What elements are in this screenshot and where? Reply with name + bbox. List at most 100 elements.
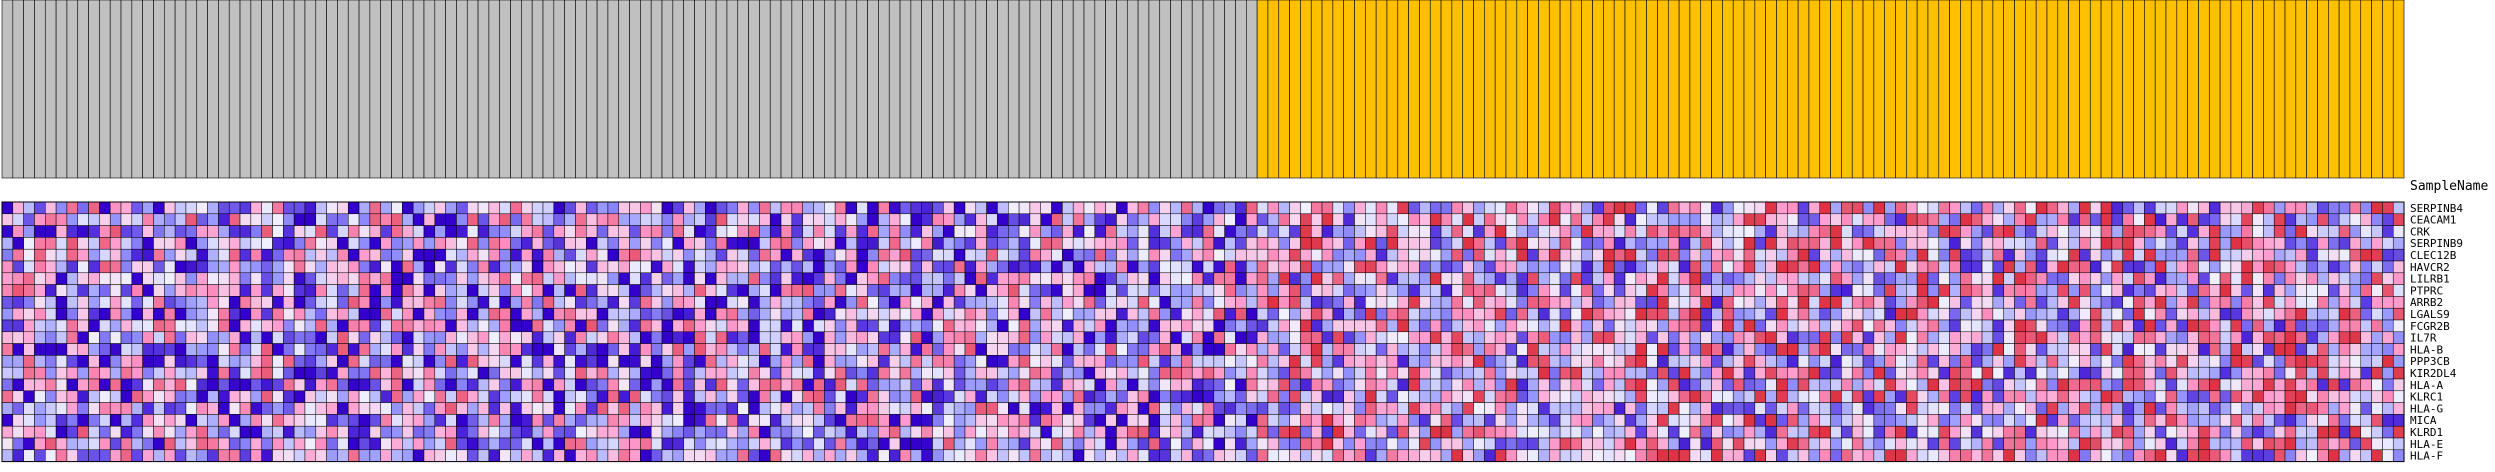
heatmap-cell	[109, 260, 122, 274]
heatmap-cell	[2328, 248, 2340, 262]
heatmap-cell	[1040, 402, 1052, 415]
heatmap-cell	[1386, 378, 1399, 392]
heatmap-cell	[456, 390, 468, 403]
heatmap-cell	[326, 331, 338, 344]
heatmap-cell	[293, 213, 306, 226]
heatmap-cell	[586, 366, 598, 380]
heatmap-cell	[55, 296, 68, 309]
heatmap-cell	[1981, 201, 1994, 215]
heatmap-cell	[1722, 237, 1734, 250]
heatmap-cell	[488, 414, 500, 427]
heatmap-cell	[596, 425, 609, 439]
heatmap-cell	[423, 248, 436, 262]
heatmap-cell	[499, 390, 511, 403]
heatmap-cell	[1386, 437, 1399, 451]
column-header-group_b	[1408, 0, 1420, 179]
heatmap-cell	[456, 355, 468, 368]
heatmap-cell	[1278, 390, 1290, 403]
heatmap-cell	[218, 284, 230, 297]
heatmap-cell	[986, 272, 998, 285]
heatmap-cell	[120, 319, 133, 333]
heatmap-cell	[2176, 402, 2188, 415]
column-header-group_a	[715, 0, 728, 179]
heatmap-cell	[1549, 425, 1561, 439]
column-header-group_b	[1895, 0, 1907, 179]
heatmap-cell	[164, 319, 176, 333]
heatmap-cell	[553, 449, 565, 462]
heatmap-cell	[1440, 213, 1453, 226]
heatmap-cell	[1516, 248, 1528, 262]
heatmap-cell	[1008, 213, 1020, 226]
heatmap-cell	[196, 449, 208, 462]
heatmap-cell	[261, 272, 273, 285]
heatmap-cell	[834, 331, 847, 344]
heatmap-cell	[1246, 213, 1258, 226]
heatmap-cell	[1029, 343, 1041, 356]
heatmap-cell	[986, 248, 998, 262]
heatmap-cell	[640, 390, 652, 403]
heatmap-cell	[1624, 248, 1637, 262]
heatmap-cell	[1711, 414, 1723, 427]
heatmap-cell	[239, 237, 252, 250]
heatmap-cell	[1841, 284, 1853, 297]
heatmap-cell	[2328, 425, 2340, 439]
heatmap-cell	[358, 331, 371, 344]
heatmap-cell	[1310, 414, 1323, 427]
heatmap-cell	[467, 307, 479, 321]
heatmap-cell	[975, 248, 987, 262]
heatmap-cell	[12, 331, 24, 344]
heatmap-cell	[2360, 260, 2372, 274]
heatmap-cell	[1051, 437, 1063, 451]
heatmap-cell	[1419, 390, 1431, 403]
heatmap-cell	[261, 437, 273, 451]
heatmap-cell	[499, 260, 511, 274]
heatmap-cell	[2392, 437, 2405, 451]
heatmap-cell	[1549, 248, 1561, 262]
heatmap-cell	[1029, 390, 1041, 403]
heatmap-cell	[1819, 213, 1831, 226]
heatmap-cell	[412, 284, 425, 297]
heatmap-cell	[1018, 378, 1031, 392]
heatmap-cell	[1170, 213, 1182, 226]
heatmap-cell	[802, 248, 814, 262]
heatmap-cell	[1646, 319, 1658, 333]
heatmap-cell	[607, 331, 619, 344]
heatmap-cell	[1549, 378, 1561, 392]
heatmap-cell	[1711, 402, 1723, 415]
heatmap-cell	[272, 390, 284, 403]
heatmap-cell	[1895, 307, 1907, 321]
heatmap-cell	[1938, 307, 1950, 321]
heatmap-cell	[1235, 390, 1247, 403]
heatmap-cell	[412, 225, 425, 238]
heatmap-cell	[1862, 378, 1875, 392]
heatmap-cell	[1354, 272, 1366, 285]
column-header-group_a	[640, 0, 652, 179]
heatmap-cell	[780, 284, 793, 297]
heatmap-cell	[358, 319, 371, 333]
heatmap-cell	[239, 425, 252, 439]
heatmap-cell	[358, 343, 371, 356]
heatmap-cell	[1202, 437, 1215, 451]
heatmap-cell	[845, 425, 858, 439]
heatmap-cell	[953, 449, 966, 462]
heatmap-cell	[1603, 284, 1615, 297]
heatmap-cell	[239, 366, 252, 380]
heatmap-cell	[1462, 378, 1474, 392]
heatmap-cell	[975, 449, 987, 462]
heatmap-cell	[726, 402, 739, 415]
heatmap-cell	[1603, 260, 1615, 274]
heatmap-cell	[802, 449, 814, 462]
heatmap-cell	[510, 272, 522, 285]
heatmap-cell	[953, 331, 966, 344]
heatmap-cell	[910, 260, 922, 274]
heatmap-cell	[488, 201, 500, 215]
heatmap-cell	[23, 260, 35, 274]
heatmap-cell	[618, 237, 630, 250]
heatmap-cell	[824, 378, 836, 392]
heatmap-cell	[2295, 378, 2307, 392]
heatmap-cell	[1429, 390, 1442, 403]
heatmap-cell	[1072, 201, 1085, 215]
heatmap-cell	[1083, 296, 1096, 309]
heatmap-cell	[1581, 307, 1593, 321]
heatmap-cell	[250, 343, 262, 356]
